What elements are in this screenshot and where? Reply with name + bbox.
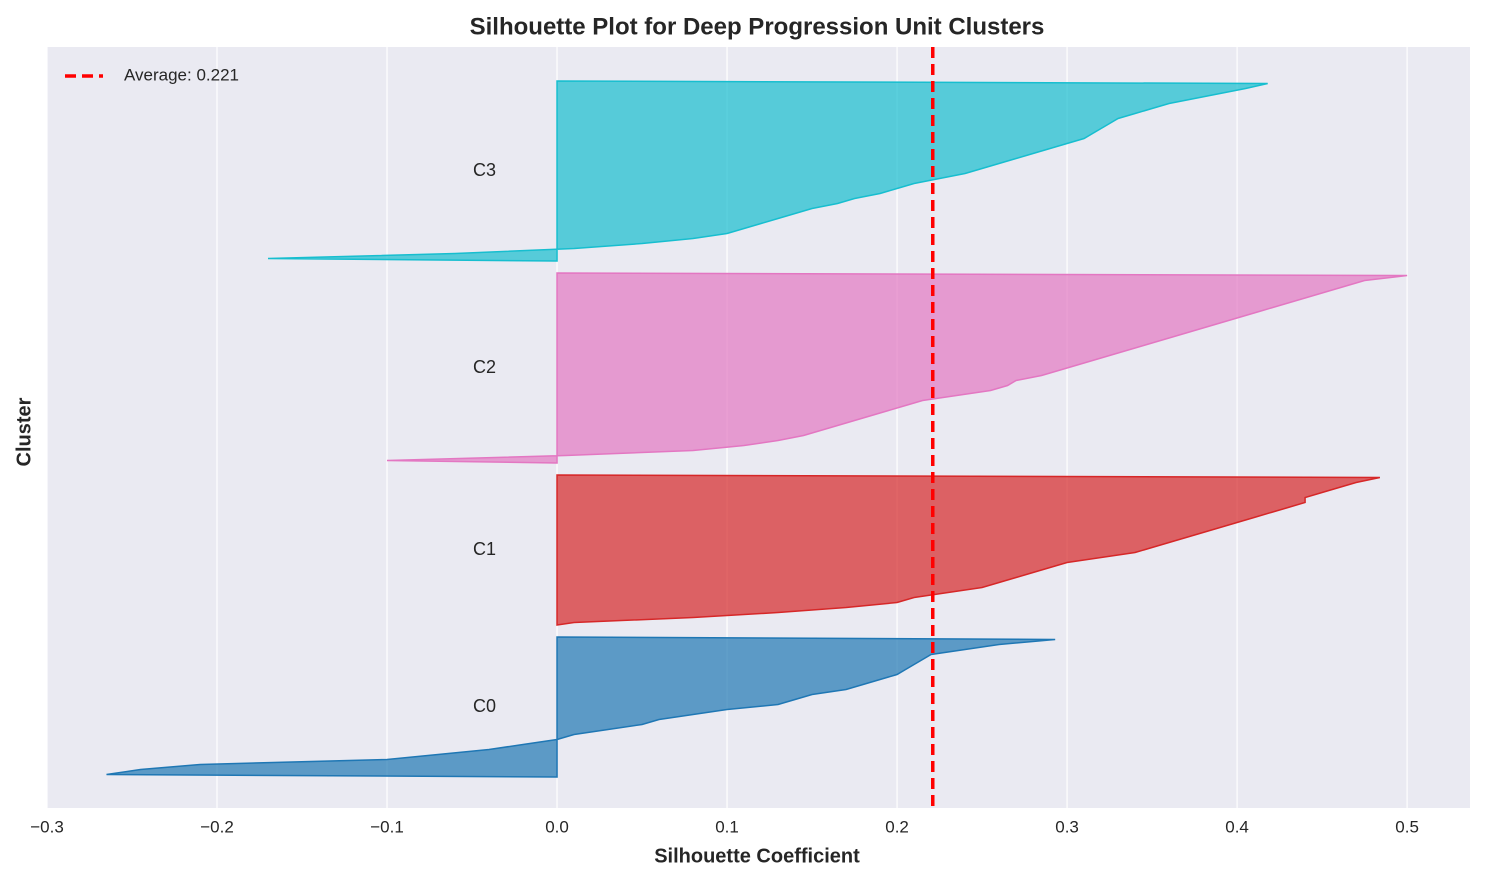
chart-title: Silhouette Plot for Deep Progression Uni… bbox=[470, 13, 1045, 40]
marks bbox=[106, 47, 1408, 808]
x-tick-label: −0.3 bbox=[30, 817, 64, 836]
x-tick-label: 0.2 bbox=[885, 817, 909, 836]
x-tick-label: 0.4 bbox=[1225, 817, 1249, 836]
legend-label: Average: 0.221 bbox=[124, 65, 239, 84]
x-tick-label: 0.5 bbox=[1395, 817, 1419, 836]
silhouette-area bbox=[106, 636, 1056, 778]
cluster-label: C2 bbox=[473, 357, 496, 377]
cluster-label: C3 bbox=[473, 160, 496, 180]
x-axis-label: Silhouette Coefficient bbox=[654, 845, 860, 867]
cluster-label: C0 bbox=[473, 696, 496, 716]
silhouette-area bbox=[387, 272, 1408, 464]
x-tick-label: −0.2 bbox=[200, 817, 234, 836]
silhouette-area bbox=[556, 474, 1381, 626]
y-axis-label: Cluster bbox=[13, 397, 35, 466]
x-tick-label: 0.0 bbox=[545, 817, 569, 836]
x-tick-label: 0.3 bbox=[1055, 817, 1079, 836]
silhouette-area bbox=[267, 80, 1268, 262]
x-tick-label: −0.1 bbox=[370, 817, 404, 836]
cluster-label: C1 bbox=[473, 539, 496, 559]
x-tick-label: 0.1 bbox=[715, 817, 739, 836]
